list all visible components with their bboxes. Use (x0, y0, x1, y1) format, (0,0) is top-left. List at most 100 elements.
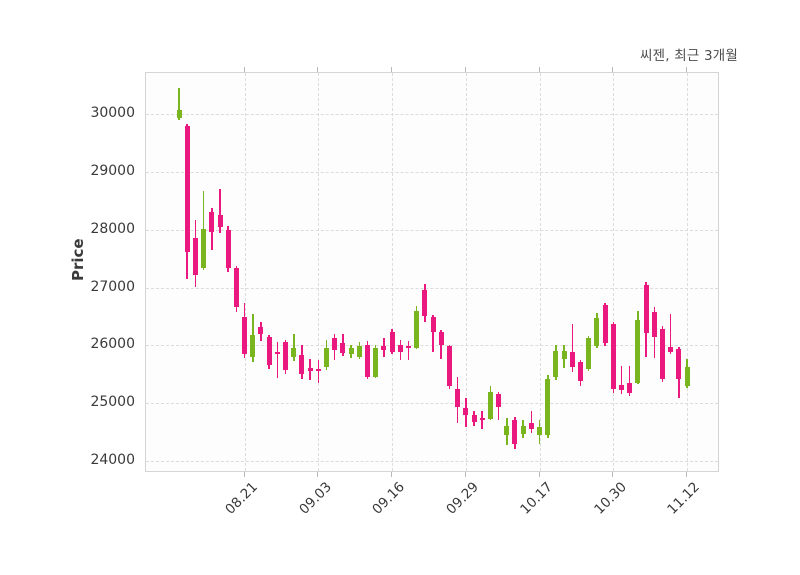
candle-body-down (438, 332, 444, 345)
candle-body-down (643, 284, 649, 333)
x-gridline (244, 73, 246, 471)
candle-body-up (520, 425, 526, 434)
x-tick-label: 08.21 (222, 479, 261, 518)
candle-body-down (676, 349, 682, 379)
candle-body-down (283, 341, 288, 371)
candle-body-up (250, 335, 256, 357)
y-tick-label: 25000 (90, 394, 135, 411)
candle-body-up (684, 367, 690, 386)
y-gridline (146, 460, 718, 462)
candle-body-down (668, 347, 674, 352)
candle-wick-down (669, 314, 672, 354)
y-tick-label: 26000 (90, 336, 135, 353)
candle-body-down (430, 316, 436, 332)
axis-tick (538, 67, 540, 72)
y-gridline (146, 114, 718, 115)
candle-body-down (209, 212, 215, 233)
candle-body-up (348, 348, 354, 355)
candle-body-down (307, 367, 313, 372)
candle-body-up (324, 348, 329, 368)
candle-body-up (561, 350, 567, 359)
axis-tick (243, 67, 245, 72)
candle-body-down (184, 126, 190, 252)
x-gridline (539, 73, 541, 471)
axis-tick (464, 472, 466, 477)
candle-body-down (217, 215, 223, 227)
x-gridline (687, 73, 688, 471)
axis-tick (243, 472, 245, 477)
candle-body-down (627, 383, 633, 394)
candle-body-down (619, 384, 624, 391)
x-tick-label: 09.03 (295, 479, 335, 518)
candle-wick-down (219, 189, 221, 233)
x-tick-label: 11.12 (664, 479, 704, 518)
candle-wick-down (432, 314, 434, 353)
candle-body-down (405, 345, 411, 349)
axis-tick (686, 67, 687, 72)
candle-body-up (176, 110, 182, 119)
x-gridline (392, 73, 393, 471)
y-gridline (146, 171, 718, 173)
candle-body-down (569, 352, 575, 367)
candle-wick-down (571, 323, 573, 373)
candle-wick-down (317, 360, 319, 383)
candle-body-down (602, 304, 608, 344)
y-tick-label: 30000 (90, 105, 135, 121)
axis-tick (538, 472, 540, 477)
candle-body-up (414, 310, 420, 349)
y-tick-label: 27000 (90, 278, 135, 295)
x-tick-label: 09.29 (443, 479, 483, 518)
candle-body-down (389, 332, 395, 352)
candle-body-down (422, 289, 428, 317)
x-tick-label: 09.16 (369, 479, 409, 518)
y-tick-label: 24000 (90, 451, 135, 468)
candle-body-down (528, 422, 534, 430)
candle-body-down (471, 414, 477, 423)
candle-body-up (291, 348, 297, 358)
candle-body-down (455, 389, 461, 408)
candle-body-up (545, 378, 551, 436)
candle-body-down (578, 362, 583, 381)
candle-body-down (258, 326, 264, 334)
candle-body-up (201, 228, 207, 269)
candle-body-up (373, 348, 379, 377)
y-tick-label: 28000 (90, 220, 135, 237)
candle-body-up (537, 427, 542, 435)
y-tick-label: 29000 (90, 162, 135, 179)
candle-body-down (225, 229, 231, 268)
candle-wick-down (628, 365, 631, 396)
candle-wick-down (530, 411, 533, 434)
y-axis-title: Price (69, 238, 87, 281)
candle-body-down (659, 329, 665, 379)
candle-body-down (242, 316, 247, 355)
x-tick-label: 10.30 (590, 479, 630, 518)
candle-body-up (487, 392, 493, 419)
candle-body-up (356, 345, 362, 357)
candle-wick-up (178, 87, 180, 120)
candle-body-down (446, 345, 452, 386)
x-gridline (465, 73, 467, 471)
axis-tick (464, 67, 466, 72)
axis-tick (612, 472, 614, 477)
candle-body-down (512, 420, 518, 445)
candle-body-up (635, 320, 641, 383)
candle-body-down (651, 312, 657, 338)
candle-body-up (553, 351, 559, 377)
candle-body-down (332, 338, 338, 350)
plot-area (145, 72, 719, 472)
y-gridline (146, 287, 718, 289)
axis-tick (317, 67, 319, 72)
axis-tick (686, 472, 687, 477)
y-gridline (146, 229, 718, 231)
candle-body-down (610, 323, 616, 390)
x-gridline (613, 73, 615, 471)
candle-body-up (594, 318, 600, 346)
x-gridline (318, 73, 320, 471)
y-gridline (146, 345, 718, 347)
candle-body-down (315, 369, 321, 371)
candle-body-down (233, 267, 239, 308)
axis-tick (391, 67, 392, 72)
candle-body-down (365, 345, 370, 378)
axis-tick (317, 472, 319, 477)
